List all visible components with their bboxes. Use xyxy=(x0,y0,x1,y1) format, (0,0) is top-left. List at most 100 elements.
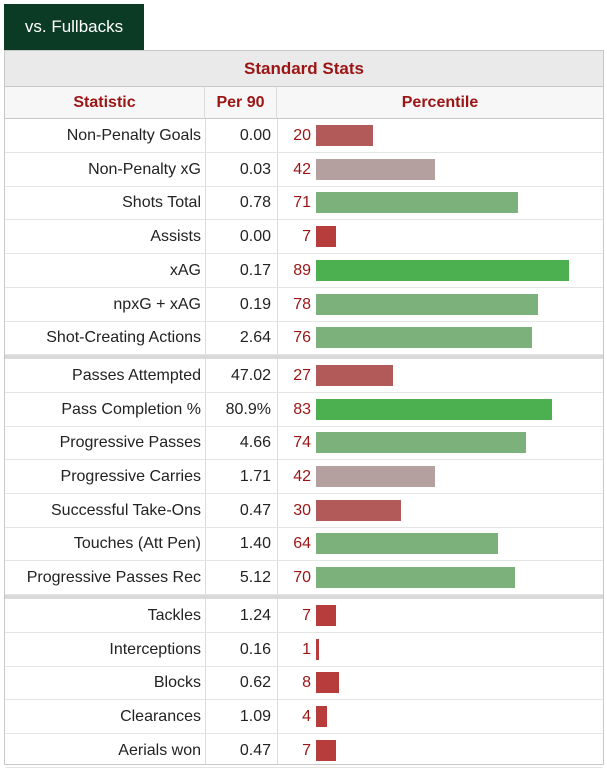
table-row: Aerials won 0.47 7 xyxy=(5,734,603,768)
percentile-bar xyxy=(316,125,373,146)
stat-label: Shots Total xyxy=(122,194,201,212)
percentile-bar xyxy=(316,432,526,454)
table-row: Progressive Carries 1.71 42 xyxy=(5,460,603,494)
table-row: Assists 0.00 7 xyxy=(5,220,603,255)
percentile-value: 7 xyxy=(302,228,311,246)
per90-value: 2.64 xyxy=(239,329,271,347)
percentile-bar xyxy=(316,533,498,555)
percentile-value: 42 xyxy=(293,160,311,178)
column-divider xyxy=(205,119,206,764)
stat-label: xAG xyxy=(169,261,201,279)
stat-label: Non-Penalty xG xyxy=(88,160,201,178)
stat-label: Aerials won xyxy=(118,741,201,759)
stat-label: Non-Penalty Goals xyxy=(66,127,201,144)
table-row: Clearances 1.09 4 xyxy=(5,700,603,734)
percentile-value: 71 xyxy=(293,194,311,212)
per90-value: 1.40 xyxy=(239,535,271,553)
table-row: Touches (Att Pen) 1.40 64 xyxy=(5,527,603,562)
column-divider xyxy=(277,119,278,764)
per90-value: 1.09 xyxy=(239,707,271,725)
table-row: Blocks 0.62 8 xyxy=(5,666,603,701)
stat-label: Assists xyxy=(150,228,201,246)
column-header-statistic-label: Statistic xyxy=(73,93,136,111)
percentile-value: 70 xyxy=(293,569,311,587)
per90-value: 47.02 xyxy=(230,366,271,384)
per90-value: 0.03 xyxy=(239,160,271,178)
percentile-bar xyxy=(316,158,435,180)
per90-value: 0.00 xyxy=(239,127,271,144)
per90-value: 1.24 xyxy=(239,606,271,624)
column-header-percentile[interactable]: Percentile xyxy=(277,87,603,119)
percentile-bar xyxy=(316,705,327,727)
tab-label: vs. Fullbacks xyxy=(24,17,124,36)
stat-label: Interceptions xyxy=(109,640,201,658)
percentile-value: 7 xyxy=(302,606,311,624)
per90-value: 0.19 xyxy=(239,295,271,313)
table-row: Progressive Passes Rec 5.12 70 xyxy=(5,561,603,596)
per90-value: 0.17 xyxy=(239,261,271,279)
column-header-per90-label: Per 90 xyxy=(216,93,265,111)
percentile-bar xyxy=(316,604,336,626)
percentile-bar xyxy=(316,327,532,349)
column-header-percentile-label: Percentile xyxy=(401,93,479,111)
percentile-value: 64 xyxy=(293,535,311,553)
percentile-value: 76 xyxy=(293,329,311,347)
percentile-bar xyxy=(316,499,401,521)
percentile-value: 8 xyxy=(302,674,311,692)
section-title: Standard Stats xyxy=(5,51,603,87)
table-row: Passes Attempted 47.02 27 xyxy=(5,359,603,393)
table-row: Shots Total 0.78 71 xyxy=(5,186,603,221)
percentile-bar xyxy=(316,638,319,660)
percentile-value: 42 xyxy=(293,468,311,485)
percentile-bar xyxy=(316,739,336,761)
percentile-value: 7 xyxy=(302,741,311,759)
table-row: xAG 0.17 89 xyxy=(5,254,603,288)
percentile-value: 83 xyxy=(293,400,311,418)
stat-label: npxG + xAG xyxy=(113,295,201,313)
table-row: Non-Penalty xG 0.03 42 xyxy=(5,153,603,187)
stat-label: Clearances xyxy=(120,707,201,725)
percentile-value: 20 xyxy=(293,127,311,144)
tab-vs-fullbacks[interactable]: vs. Fullbacks xyxy=(4,4,144,50)
percentile-bar xyxy=(316,672,339,694)
stat-label: Passes Attempted xyxy=(72,366,201,384)
per90-value: 0.00 xyxy=(239,228,271,246)
table-row: Interceptions 0.16 1 xyxy=(5,633,603,667)
percentile-value: 27 xyxy=(293,366,311,384)
stat-label: Progressive Passes xyxy=(59,434,201,452)
per90-value: 1.71 xyxy=(239,468,271,485)
stat-label: Tackles xyxy=(147,606,201,624)
stat-label: Progressive Passes Rec xyxy=(26,569,201,587)
percentile-bar xyxy=(316,567,515,589)
table-row: Progressive Passes 4.66 74 xyxy=(5,426,603,461)
stat-label: Progressive Carries xyxy=(60,468,201,485)
percentile-bar xyxy=(316,293,538,315)
table-row: npxG + xAG 0.19 78 xyxy=(5,288,603,322)
percentile-value: 30 xyxy=(293,501,311,519)
table-row: Successful Take-Ons 0.47 30 xyxy=(5,494,603,528)
table-row: Non-Penalty Goals 0.00 20 xyxy=(5,119,603,153)
percentile-bar xyxy=(316,226,336,248)
percentile-bar xyxy=(316,259,569,281)
percentile-value: 89 xyxy=(293,261,311,279)
table-row: Pass Completion % 80.9% 83 xyxy=(5,393,603,427)
percentile-bar xyxy=(316,192,518,214)
per90-value: 0.78 xyxy=(239,194,271,212)
stats-table: Standard Stats Statistic Per 90 Percenti… xyxy=(4,50,604,768)
stat-label: Shot-Creating Actions xyxy=(46,329,201,347)
per90-value: 0.62 xyxy=(239,674,271,692)
group-divider xyxy=(5,594,603,599)
column-header-statistic[interactable]: Statistic xyxy=(5,87,205,119)
per90-value: 4.66 xyxy=(239,434,271,452)
percentile-value: 1 xyxy=(302,640,311,658)
group-divider xyxy=(5,354,603,359)
stat-label: Pass Completion % xyxy=(61,400,201,418)
percentile-value: 4 xyxy=(302,707,311,725)
stat-label: Touches (Att Pen) xyxy=(73,535,201,553)
column-header-per90[interactable]: Per 90 xyxy=(205,87,277,119)
per90-value: 0.16 xyxy=(239,640,271,658)
stat-label: Successful Take-Ons xyxy=(51,501,201,519)
per90-value: 5.12 xyxy=(239,569,271,587)
percentile-value: 78 xyxy=(293,295,311,313)
table-row: Shot-Creating Actions 2.64 76 xyxy=(5,321,603,356)
